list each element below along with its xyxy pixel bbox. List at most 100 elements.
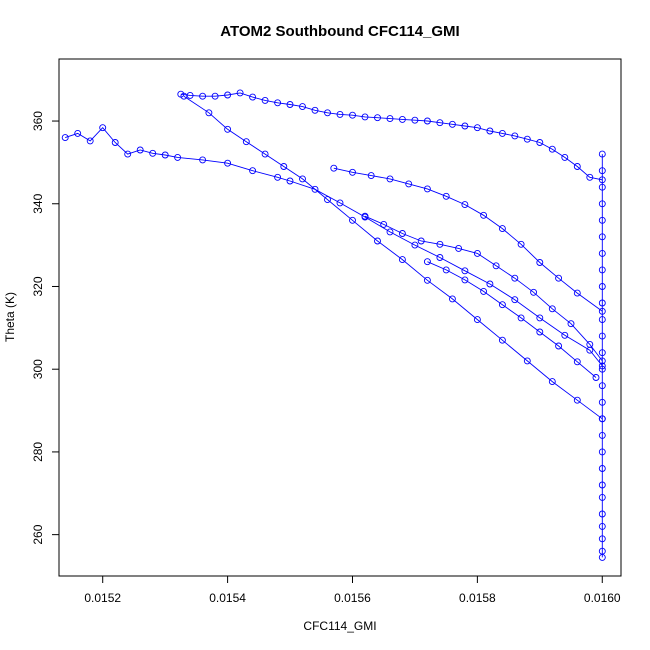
data-point xyxy=(573,163,581,170)
data-point xyxy=(136,146,144,154)
y-tick-label: 260 xyxy=(31,524,45,544)
data-point xyxy=(349,168,356,176)
data-point xyxy=(442,266,450,274)
data-point xyxy=(224,159,232,167)
data-point xyxy=(598,249,606,257)
data-point xyxy=(598,382,606,390)
data-point xyxy=(567,320,575,328)
x-tick-label: 0.0154 xyxy=(209,591,246,605)
data-point xyxy=(511,132,519,140)
data-point xyxy=(180,92,188,100)
data-point xyxy=(236,89,244,97)
data-point xyxy=(274,173,282,181)
data-point xyxy=(598,183,606,191)
series-5 xyxy=(361,212,606,365)
data-point xyxy=(480,287,488,295)
data-point xyxy=(555,274,563,282)
data-point xyxy=(598,493,606,501)
data-point xyxy=(523,135,531,143)
data-point xyxy=(299,175,306,183)
data-point xyxy=(598,349,606,357)
data-point xyxy=(361,212,369,220)
data-point xyxy=(161,151,169,159)
data-point xyxy=(555,342,563,350)
data-point xyxy=(124,150,132,158)
data-point xyxy=(598,316,606,324)
data-point xyxy=(598,522,606,530)
data-point xyxy=(311,185,319,193)
data-point xyxy=(349,216,356,224)
x-tick-label: 0.0156 xyxy=(334,591,371,605)
data-point xyxy=(598,510,606,518)
series-path xyxy=(65,127,603,367)
y-tick-label: 320 xyxy=(31,276,45,296)
x-tick-label: 0.0152 xyxy=(84,591,121,605)
data-point xyxy=(86,137,94,145)
data-point xyxy=(586,340,594,348)
data-point xyxy=(99,124,107,132)
data-point xyxy=(274,99,282,107)
data-point xyxy=(423,258,431,266)
data-point xyxy=(592,374,600,381)
data-point xyxy=(423,185,431,193)
data-point xyxy=(417,237,425,245)
data-point xyxy=(386,228,394,236)
data-point xyxy=(61,134,69,142)
data-point xyxy=(442,192,450,200)
data-point xyxy=(598,283,606,290)
data-point xyxy=(461,201,469,209)
data-point xyxy=(598,200,606,208)
data-point xyxy=(398,230,406,237)
data-point xyxy=(436,119,444,127)
series-7 xyxy=(598,150,606,561)
data-point xyxy=(598,365,606,373)
data-point xyxy=(280,163,288,170)
data-point xyxy=(461,267,469,275)
y-tick-label: 300 xyxy=(31,359,45,379)
data-point xyxy=(548,145,556,153)
data-point xyxy=(261,150,269,158)
data-point xyxy=(498,129,506,137)
data-point xyxy=(411,241,419,249)
data-point xyxy=(480,211,488,219)
data-point xyxy=(530,288,538,296)
data-point xyxy=(598,167,606,175)
data-point xyxy=(598,535,606,543)
data-point xyxy=(473,124,481,132)
data-point xyxy=(405,180,413,188)
data-point xyxy=(374,237,381,245)
data-point xyxy=(548,305,556,313)
data-point xyxy=(74,129,82,137)
data-point xyxy=(523,357,531,365)
data-point xyxy=(330,164,338,172)
data-point xyxy=(324,109,331,117)
data-point xyxy=(598,233,606,241)
data-point xyxy=(473,316,481,324)
data-point xyxy=(598,266,606,274)
data-point xyxy=(199,92,207,100)
x-tick-label: 0.0158 xyxy=(459,591,496,605)
data-point xyxy=(436,254,444,261)
data-point xyxy=(336,199,344,207)
data-point xyxy=(311,106,319,114)
data-point xyxy=(536,328,544,336)
data-point xyxy=(149,149,157,157)
data-point xyxy=(211,92,219,100)
data-point xyxy=(242,138,250,146)
data-point xyxy=(324,196,331,204)
data-points xyxy=(61,89,606,561)
data-point xyxy=(598,465,606,472)
data-point xyxy=(455,244,463,252)
y-tick-label: 360 xyxy=(31,111,45,131)
series-path xyxy=(180,92,603,181)
data-point xyxy=(398,256,406,264)
y-tick-label: 280 xyxy=(31,442,45,462)
plot-frame xyxy=(58,58,622,577)
data-point xyxy=(205,109,213,117)
data-point xyxy=(174,153,182,161)
data-point xyxy=(492,262,500,270)
data-point xyxy=(448,120,456,128)
data-point xyxy=(249,167,257,175)
data-point xyxy=(517,240,525,248)
